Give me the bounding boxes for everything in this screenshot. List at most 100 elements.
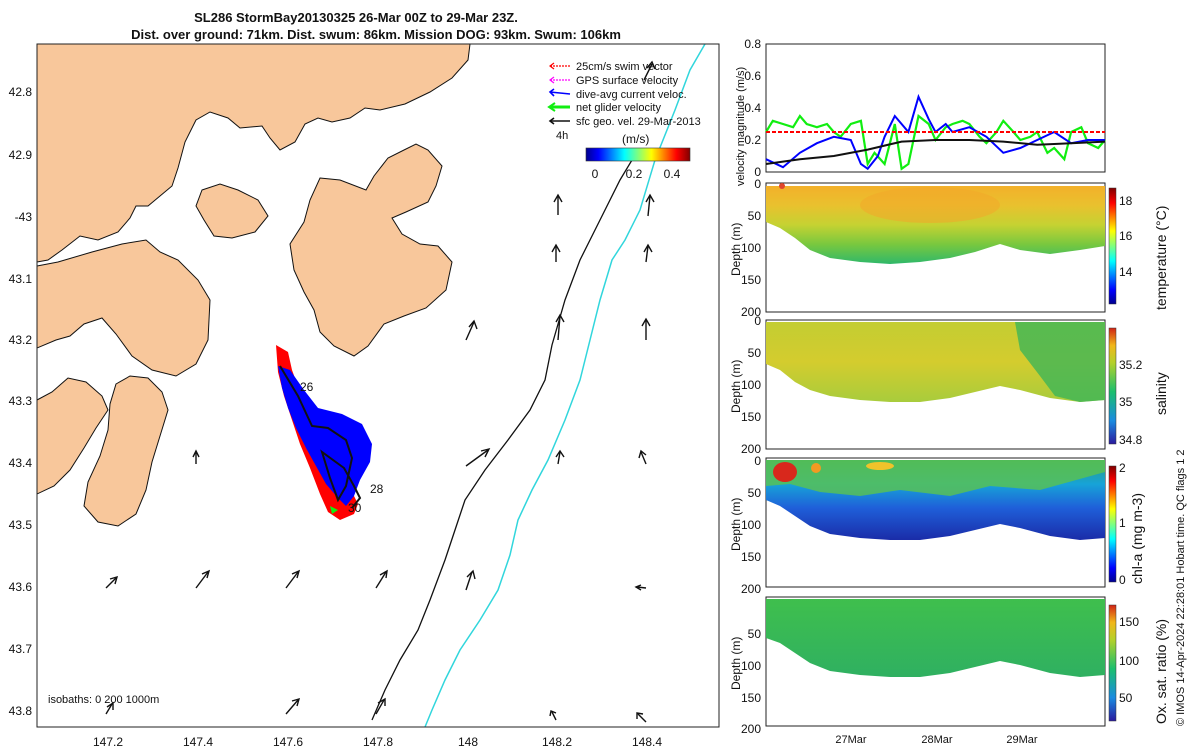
salinity-cbar-tick: 35 [1119, 395, 1133, 409]
oxygen-ytick: 150 [741, 691, 761, 705]
current-arrow [465, 321, 475, 341]
track-black-net-glider [279, 365, 362, 509]
velocity-series-group [765, 93, 1106, 171]
lat-tick-label: -43 [15, 210, 33, 224]
oxygen-cbar-tick: 50 [1119, 691, 1133, 705]
track-day-label-28: 28 [370, 482, 384, 496]
chlorophyll-surface-layer [766, 460, 1105, 496]
current-arrow-head [379, 569, 388, 579]
oxygen-ylabel: Depth (m) [729, 637, 743, 690]
current-arrow-head [201, 569, 211, 579]
temperature-cbar-tick: 18 [1119, 194, 1133, 208]
time-xtick: 28Mar [921, 734, 953, 746]
current-arrow-head [192, 449, 200, 458]
isobath-label: isobaths: 0 200 1000m [48, 694, 159, 706]
current-arrow [195, 571, 209, 589]
legend-net-glider-velocity: net glider velocity [576, 102, 661, 114]
lon-tick-label: 148 [458, 735, 478, 749]
current-arrow-head [291, 569, 301, 579]
salinity-cbar-tick: 34.8 [1119, 433, 1143, 447]
salinity-colorbar-label: salinity [1153, 372, 1169, 415]
chlorophyll-ytick: 100 [741, 518, 761, 532]
temperature-field [766, 186, 1105, 264]
legend-suffix-4h: 4h [556, 130, 568, 142]
salinity-ytick: 150 [741, 410, 761, 424]
temperature-cbar-tick: 14 [1119, 265, 1133, 279]
current-arrow [465, 571, 473, 591]
current-arrow [375, 571, 387, 589]
oxygen-ytick: 100 [741, 659, 761, 673]
velocity-ytick: 0.2 [744, 133, 761, 147]
temperature-ytick: 100 [741, 241, 761, 255]
current-arrow-head [555, 313, 565, 323]
lat-tick-label: 43.6 [9, 580, 33, 594]
salinity-fresh-patch [1015, 322, 1105, 402]
lat-tick-label: 42.9 [9, 148, 33, 162]
legend-gps-surface-velocity: GPS surface velocity [576, 75, 679, 87]
oxygen-colorbar [1108, 604, 1117, 722]
current-arrow-head [555, 449, 565, 458]
chlorophyll-ytick: 50 [748, 486, 762, 500]
lon-tick-label: 147.6 [273, 735, 303, 749]
lon-tick-label: 147.2 [93, 735, 123, 749]
temperature-marker [779, 183, 785, 189]
track-day-label-26: 26 [300, 380, 314, 394]
oxygen-field [766, 599, 1105, 677]
current-arrow [557, 315, 561, 341]
temperature-ytick: 0 [754, 177, 761, 191]
lat-tick-label: 43.4 [9, 456, 33, 470]
chlorophyll-colorbar [1108, 465, 1117, 583]
current-arrow [105, 703, 113, 715]
velocity-ytick: 0.6 [744, 69, 761, 83]
current-arrow [636, 586, 647, 589]
figure-title-line-2: Dist. over ground: 71km. Dist. swum: 86k… [131, 27, 621, 42]
speed-colorbar-tick: 0.2 [626, 167, 643, 181]
current-arrow-head [468, 319, 478, 330]
legend-swim-vector: 25cm/s swim vector [576, 61, 673, 73]
current-arrow [375, 699, 385, 715]
chlorophyll-patch [811, 463, 821, 473]
temperature-ytick: 150 [741, 273, 761, 287]
temperature-ylabel: Depth (m) [729, 223, 743, 276]
current-arrow-head [634, 584, 642, 591]
current-arrow-head [645, 193, 655, 203]
map-legend: 25cm/s swim vector GPS surface velocity … [547, 61, 701, 181]
lon-tick-label: 147.4 [183, 735, 213, 749]
track-day-label-30: 30 [348, 501, 362, 515]
oxygen-colorbar-label: Ox. sat. ratio (%) [1153, 619, 1169, 724]
lat-tick-label: 43.3 [9, 394, 33, 408]
salinity-cbar-tick: 35.2 [1119, 358, 1143, 372]
isobath-200m [371, 149, 639, 721]
time-xtick: 27Mar [835, 734, 867, 746]
speed-colorbar-unit: (m/s) [622, 132, 649, 146]
temperature-panel: 0 50 100 150 200 Depth (m) 14 16 18 temp… [729, 177, 1169, 319]
speed-colorbar-tick: 0.4 [664, 167, 681, 181]
lat-tick-label: 43.2 [9, 333, 33, 347]
chlorophyll-bloom [773, 462, 797, 482]
current-arrow-head [377, 697, 386, 706]
salinity-panel: 0 50 100 150 200 Depth (m) 34.8 35 35.2 … [729, 314, 1169, 456]
speed-colorbar [585, 147, 691, 162]
current-arrow-head [551, 243, 561, 253]
chlorophyll-cbar-tick: 2 [1119, 461, 1126, 475]
current-arrow [640, 451, 647, 465]
map-lon-axis: 147.2 147.4 147.6 147.8 148 148.2 148.4 [93, 735, 662, 749]
current-arrow-head [549, 710, 557, 717]
oxygen-ytick: 200 [741, 722, 761, 736]
current-arrow [551, 711, 557, 721]
current-arrow-head [641, 317, 651, 327]
current-arrow [647, 195, 651, 217]
lon-tick-label: 148.4 [632, 735, 662, 749]
velocity-series-line-1 [765, 93, 1105, 171]
chlorophyll-colorbar-label: chl-a (mg m-3) [1129, 493, 1145, 584]
chlorophyll-ytick: 200 [741, 582, 761, 596]
current-arrow-head [291, 697, 301, 707]
chlorophyll-ytick: 150 [741, 550, 761, 564]
legend-dive-avg-current: dive-avg current veloc. [576, 89, 687, 101]
legend-sfc-geo-vel: sfc geo. vel. 29-Mar-2013 [576, 116, 701, 128]
imos-credit: © IMOS 14-Apr-2024 22:28:01 Hobart time.… [1175, 449, 1187, 726]
current-arrow-head [466, 569, 476, 580]
current-arrow [643, 63, 653, 81]
map-content: 26 28 30 [37, 44, 706, 727]
